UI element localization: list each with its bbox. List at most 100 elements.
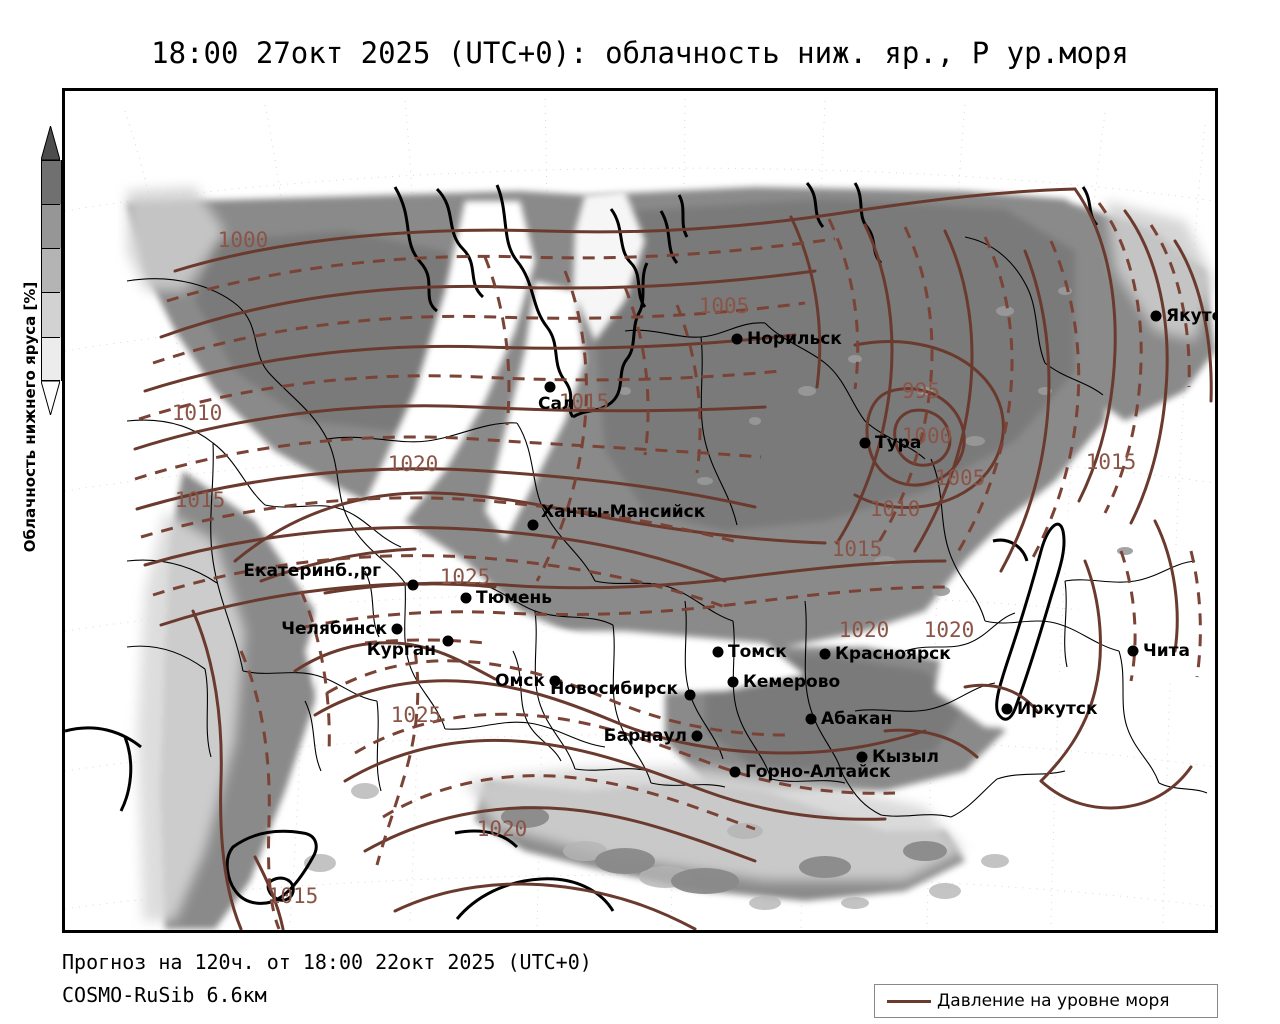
isobar-label: 1015 (1086, 450, 1137, 474)
city-markers: Норильск Якутск Сал Тура Ханты-Мансийск Екате… (243, 306, 1215, 782)
isobar-label: 1015 (832, 537, 883, 561)
page-title: 18:00 27окт 2025 (UTC+0): облачность ниж… (151, 36, 1129, 70)
city-dot-icon (1001, 703, 1013, 715)
city-label: Курган (367, 640, 436, 660)
isobar-label: 1000 (902, 424, 953, 448)
model-info-line: COSMO-RuSib 6.6км (62, 983, 267, 1007)
city-label: Чита (1143, 641, 1190, 661)
city-dot-icon (544, 381, 556, 393)
city-label: Омск (495, 671, 545, 691)
colorbar-segment-10 (41, 337, 62, 381)
city-label: Кемерово (743, 672, 840, 692)
colorbar-bottom-arrow-icon (41, 381, 60, 415)
city-marker: Томск (712, 642, 787, 662)
city-marker: Екатеринб.,рг (243, 561, 419, 591)
colorbar-segment-70 (41, 204, 62, 248)
city-marker: Кызыл (856, 747, 939, 767)
cloud-cover-field (127, 187, 1215, 929)
city-marker: Кемерово (727, 672, 840, 692)
city-label: Тюмень (476, 588, 552, 608)
city-marker: Иркутск (1001, 699, 1098, 719)
city-dot-icon (731, 333, 743, 345)
isobar-solid-lines (133, 187, 1213, 930)
colorbar-segment-30 (41, 292, 62, 337)
colorbar: Облачность нижнего яруса [%] 90 70 50 30… (0, 88, 84, 933)
city-label: Красноярск (835, 644, 951, 664)
map-canvas: 1000100010051005101010101015101510001000… (65, 91, 1215, 930)
city-dot-icon (691, 730, 703, 742)
city-dot-icon (684, 689, 696, 701)
city-label: Барнаул (604, 726, 687, 746)
weather-map[interactable]: 1000100010051005101010101015101510001000… (62, 88, 1218, 933)
city-dot-icon (391, 623, 403, 635)
city-marker: Челябинск (281, 619, 403, 639)
city-dot-icon (859, 437, 871, 449)
legend-label: Давление на уровне моря (937, 991, 1170, 1011)
city-marker: Красноярск (819, 644, 951, 664)
city-label: Абакан (821, 709, 892, 729)
city-label: Горно-Алтайск (745, 762, 891, 782)
city-label: Тура (875, 433, 921, 453)
city-label: Иркутск (1017, 699, 1098, 719)
city-label: Норильск (747, 329, 842, 349)
city-label: Кызыл (872, 747, 939, 767)
colorbar-segment-90 (41, 160, 62, 204)
city-label: Сал (538, 394, 574, 414)
isobar-label: 1020 (388, 452, 439, 476)
city-dot-icon (712, 646, 724, 658)
city-dot-icon (442, 635, 454, 647)
city-label: Челябинск (281, 619, 387, 639)
isobar-label: 1000 (218, 228, 269, 252)
city-marker: Новосибирск (550, 679, 696, 701)
forecast-info-line: Прогноз на 120ч. от 18:00 22окт 2025 (UT… (62, 950, 592, 974)
colorbar-top-arrow-icon (41, 126, 60, 160)
city-label: Томск (728, 642, 787, 662)
city-dot-icon (527, 519, 539, 531)
isobar-label: 1015 (559, 390, 610, 414)
city-label: Екатеринб.,рг (243, 561, 381, 581)
city-marker: Тюмень (460, 588, 552, 608)
city-dot-icon (1150, 310, 1162, 322)
isobar-dashed-lines (134, 202, 1202, 930)
city-marker: Омск (495, 671, 561, 691)
isobar-label: 1020 (839, 618, 890, 642)
isobar-label: 1025 (391, 703, 442, 727)
isobar-labels: 1000100010051005101010101015101510001000… (172, 228, 1137, 908)
city-dot-icon (727, 676, 739, 688)
city-label: Новосибирск (550, 679, 678, 699)
city-dot-icon (729, 766, 741, 778)
isobar-label: 1005 (935, 466, 986, 490)
isobar-label: 1010 (870, 497, 921, 521)
legend-box: Давление на уровне моря (874, 984, 1218, 1018)
isobar-label: 1010 (172, 401, 223, 425)
colorbar-axis-title: Облачность нижнего яруса [%] (21, 281, 39, 553)
city-marker: Ханты-Мансийск (527, 502, 706, 531)
city-marker: Курган (367, 635, 454, 660)
isobar-label: 1025 (440, 565, 491, 589)
colorbar-gradient: 90 70 50 30 10 (41, 126, 84, 415)
colorbar-segment-50 (41, 248, 62, 292)
isobar-label: 995 (902, 379, 940, 403)
isobar-label: 1015 (268, 884, 319, 908)
city-label: Ханты-Мансийск (541, 502, 706, 522)
city-dot-icon (460, 592, 472, 604)
city-dot-icon (1127, 645, 1139, 657)
isobar-label: 1015 (175, 488, 226, 512)
isobar-label: 1005 (699, 294, 750, 318)
city-dot-icon (407, 579, 419, 591)
city-dot-icon (549, 675, 561, 687)
coastline (65, 182, 1099, 920)
city-marker: Горно-Алтайск (729, 762, 891, 782)
city-dot-icon (819, 648, 831, 660)
city-label: Якутск (1166, 306, 1215, 326)
city-dot-icon (805, 713, 817, 725)
city-marker: Чита (1127, 641, 1190, 661)
city-marker: Норильск (731, 329, 842, 349)
isobar-label: 1020 (477, 817, 528, 841)
city-dot-icon (856, 751, 868, 763)
city-marker: Тура (859, 433, 921, 453)
city-marker: Барнаул (604, 726, 703, 746)
city-marker: Якутск (1150, 306, 1215, 326)
city-marker: Сал (538, 381, 574, 414)
isobar-label: 1020 (924, 618, 975, 642)
